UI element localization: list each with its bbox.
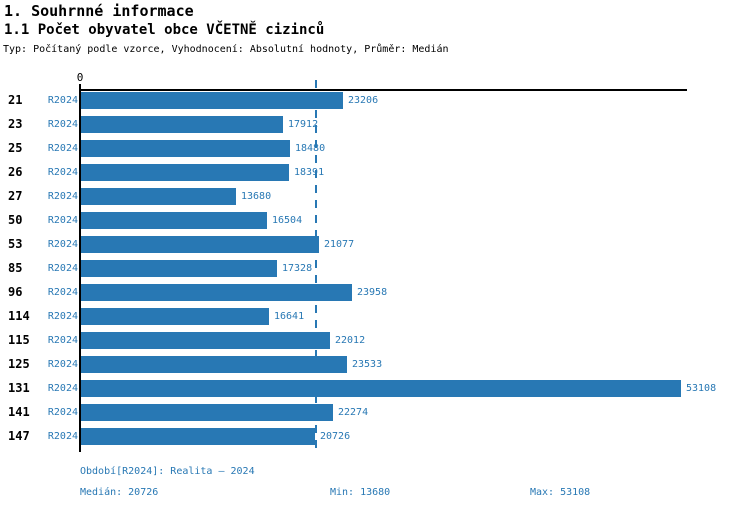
row-value-label: 20726 xyxy=(320,431,351,442)
row-bar xyxy=(81,284,352,301)
chart-row: 141 R2024 22274 xyxy=(0,404,750,428)
row-category-label: 26 xyxy=(8,165,23,179)
chart-row: 25 R2024 18480 xyxy=(0,140,750,164)
row-value-label: 17328 xyxy=(282,263,313,274)
row-value-label: 16504 xyxy=(272,215,303,226)
row-category-label: 21 xyxy=(8,93,23,107)
row-value-label: 16641 xyxy=(274,311,305,322)
row-series-label: R2024 xyxy=(47,383,78,394)
row-bar xyxy=(81,116,283,133)
row-category-label: 96 xyxy=(8,285,23,299)
chart-row: 125 R2024 23533 xyxy=(0,356,750,380)
chart-row: 114 R2024 16641 xyxy=(0,308,750,332)
row-series-label: R2024 xyxy=(47,263,78,274)
row-category-label: 53 xyxy=(8,237,23,251)
row-category-label: 23 xyxy=(8,117,23,131)
row-series-label: R2024 xyxy=(47,311,78,322)
chart-row: 147 R2024 20726 xyxy=(0,428,750,452)
row-bar xyxy=(81,380,681,397)
row-value-label: 23533 xyxy=(352,359,383,370)
chart-row: 27 R2024 13680 xyxy=(0,188,750,212)
row-series-label: R2024 xyxy=(47,215,78,226)
row-category-label: 125 xyxy=(8,357,30,371)
row-series-label: R2024 xyxy=(47,407,78,418)
report-meta: Typ: Počítaný podle vzorce, Vyhodnocení:… xyxy=(3,44,449,55)
row-series-label: R2024 xyxy=(47,119,78,130)
row-value-label: 17912 xyxy=(288,119,319,130)
chart-row: 26 R2024 18391 xyxy=(0,164,750,188)
max-stat: Max: 53108 xyxy=(530,487,591,498)
row-series-label: R2024 xyxy=(47,143,78,154)
row-category-label: 115 xyxy=(8,333,30,347)
row-value-label: 23206 xyxy=(348,95,379,106)
report-subtitle: 1.1 Počet obyvatel obce VČETNĚ cizinců xyxy=(4,22,325,38)
row-series-label: R2024 xyxy=(47,167,78,178)
chart-row: 115 R2024 22012 xyxy=(0,332,750,356)
chart-row: 53 R2024 21077 xyxy=(0,236,750,260)
x-axis-top-line xyxy=(79,89,687,91)
row-value-label: 22274 xyxy=(338,407,369,418)
row-category-label: 25 xyxy=(8,141,23,155)
row-bar xyxy=(81,236,319,253)
row-value-label: 23958 xyxy=(357,287,388,298)
min-stat: Min: 13680 xyxy=(330,487,391,498)
chart-row: 23 R2024 17912 xyxy=(0,116,750,140)
row-bar xyxy=(81,212,267,229)
chart-row: 96 R2024 23958 xyxy=(0,284,750,308)
row-category-label: 141 xyxy=(8,405,30,419)
row-category-label: 114 xyxy=(8,309,30,323)
row-category-label: 85 xyxy=(8,261,23,275)
row-series-label: R2024 xyxy=(47,359,78,370)
row-value-label: 13680 xyxy=(241,191,272,202)
row-series-label: R2024 xyxy=(47,335,78,346)
row-value-label: 53108 xyxy=(686,383,717,394)
row-bar xyxy=(81,356,347,373)
chart-row: 85 R2024 17328 xyxy=(0,260,750,284)
row-series-label: R2024 xyxy=(47,95,78,106)
row-value-label: 18391 xyxy=(294,167,325,178)
row-bar xyxy=(81,308,269,325)
row-bar xyxy=(81,428,315,445)
row-category-label: 50 xyxy=(8,213,23,227)
row-value-label: 22012 xyxy=(335,335,366,346)
chart-row: 21 R2024 23206 xyxy=(0,92,750,116)
row-bar xyxy=(81,140,290,157)
row-bar xyxy=(81,188,236,205)
row-value-label: 21077 xyxy=(324,239,355,250)
row-series-label: R2024 xyxy=(47,287,78,298)
row-series-label: R2024 xyxy=(47,191,78,202)
period-label: Období[R2024]: Realita – 2024 xyxy=(80,466,255,477)
row-series-label: R2024 xyxy=(47,431,78,442)
row-bar xyxy=(81,164,289,181)
chart-rows: 21 R2024 23206 23 R2024 17912 25 R2024 18480 26 R2… xyxy=(0,92,750,452)
row-bar xyxy=(81,92,343,109)
median-stat: Medián: 20726 xyxy=(80,487,159,498)
row-category-label: 147 xyxy=(8,429,30,443)
row-value-label: 18480 xyxy=(295,143,326,154)
y-axis-line xyxy=(79,84,81,452)
chart-row: 131 R2024 53108 xyxy=(0,380,750,404)
row-bar xyxy=(81,332,330,349)
row-category-label: 131 xyxy=(8,381,30,395)
report-title: 1. Souhrnné informace xyxy=(4,2,194,20)
row-bar xyxy=(81,260,277,277)
row-category-label: 27 xyxy=(8,189,23,203)
x-axis-zero-label: 0 xyxy=(76,71,84,84)
median-dashed-line xyxy=(315,80,317,455)
row-series-label: R2024 xyxy=(47,239,78,250)
chart-row: 50 R2024 16504 xyxy=(0,212,750,236)
row-bar xyxy=(81,404,333,421)
